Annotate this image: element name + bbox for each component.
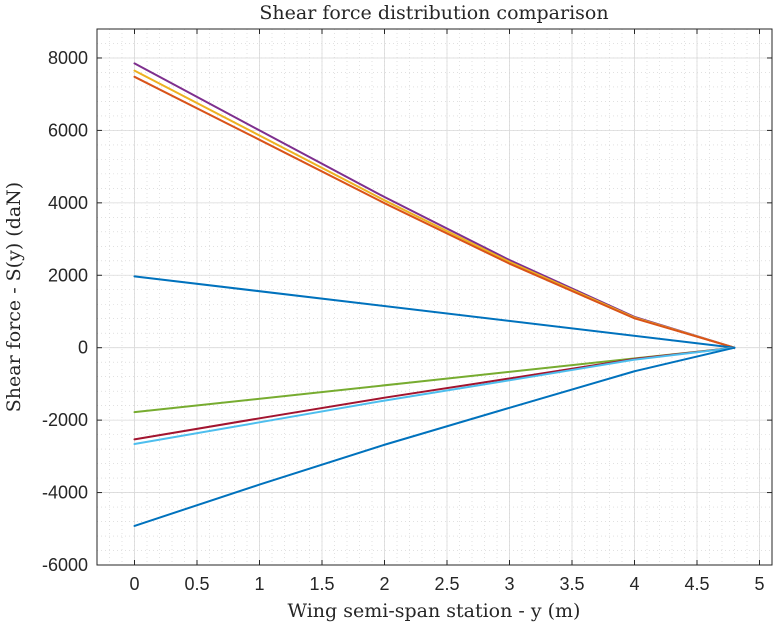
y-tick-label: -2000 <box>42 410 88 430</box>
chart-title: Shear force distribution comparison <box>259 2 608 24</box>
x-tick-label: 5 <box>754 574 764 594</box>
series-line-4 <box>133 275 736 349</box>
x-tick-label: 1 <box>254 574 264 594</box>
y-tick-label: -4000 <box>42 483 88 503</box>
series-line-8 <box>133 346 736 527</box>
x-tick-label: 0.5 <box>184 574 209 594</box>
x-axis-ticks: 0 0.5 1 1.5 2 2.5 3 3.5 4 4.5 5 <box>129 29 765 594</box>
series-line-7 <box>133 346 736 446</box>
series-line-3 <box>133 75 736 349</box>
series-layer <box>133 62 736 527</box>
y-axis-ticks: -6000 -4000 -2000 0 2000 4000 6000 8000 <box>42 48 772 575</box>
x-tick-label: 2 <box>379 574 389 594</box>
y-tick-label: 4000 <box>48 193 88 213</box>
x-tick-label: 4.5 <box>684 574 709 594</box>
y-axis-label: Shear force - S(y) (daN) <box>3 182 25 412</box>
y-tick-label: -6000 <box>42 555 88 575</box>
plot-frame <box>96 28 773 566</box>
x-axis-label: Wing semi-span station - y (m) <box>288 600 581 622</box>
x-tick-label: 0 <box>129 574 139 594</box>
y-tick-label: 8000 <box>48 48 88 68</box>
x-tick-label: 3 <box>504 574 514 594</box>
y-tick-label: 0 <box>78 338 88 358</box>
y-tick-label: 6000 <box>48 120 88 140</box>
y-tick-label: 2000 <box>48 265 88 285</box>
x-tick-label: 3.5 <box>559 574 584 594</box>
x-tick-label: 1.5 <box>309 574 334 594</box>
x-tick-label: 4 <box>629 574 639 594</box>
x-tick-label: 2.5 <box>434 574 459 594</box>
